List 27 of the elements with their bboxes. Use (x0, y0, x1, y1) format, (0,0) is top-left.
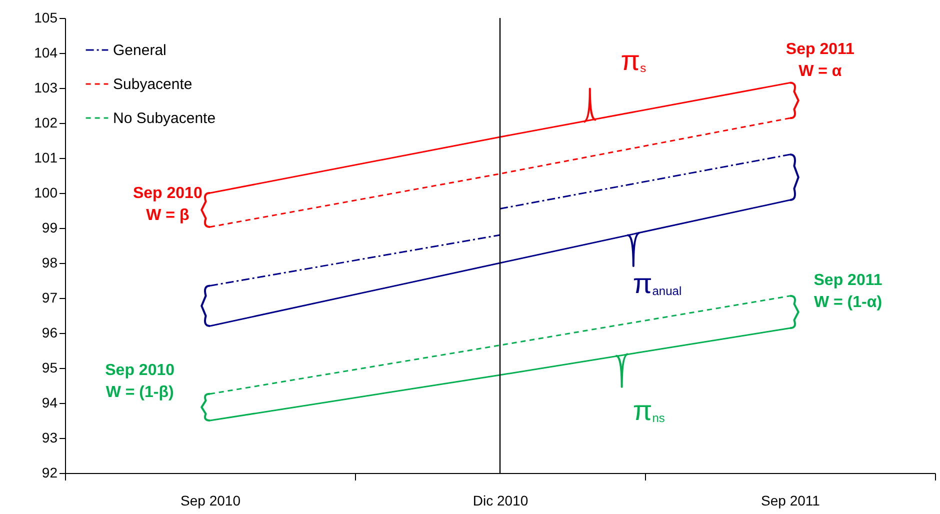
annotation: πanual (632, 268, 682, 300)
y-tick-label: 99 (42, 220, 58, 236)
annotation: Sep 2011 W = α (786, 40, 855, 80)
y-tick-label: 100 (34, 184, 58, 200)
annotation: Sep 2011 W = (1-α) (814, 272, 882, 312)
y-tick-label: 102 (34, 114, 58, 130)
y-tick-label: 92 (42, 464, 58, 480)
x-tick-label: Sep 2011 (761, 492, 820, 508)
annotation: Sep 2010 W = (1-β) (105, 362, 175, 402)
y-tick-label: 105 (34, 10, 58, 26)
legend-label: Subyacente (113, 76, 192, 93)
y-tick-label: 97 (42, 290, 58, 306)
legend-label: General (113, 42, 166, 59)
x-tick-label: Dic 2010 (472, 492, 528, 508)
y-tick-label: 98 (42, 254, 58, 270)
x-tick-label: Sep 2010 (180, 492, 241, 508)
annotation: πs (620, 45, 646, 76)
y-tick-label: 93 (42, 430, 58, 446)
annotation: πns (632, 395, 665, 426)
y-tick-label: 96 (42, 324, 58, 340)
y-tick-label: 95 (42, 360, 58, 376)
y-tick-label: 94 (42, 394, 58, 410)
annotation: Sep 2010 W = β (132, 185, 202, 224)
legend-label: No Subyacente (113, 110, 216, 127)
y-tick-label: 103 (34, 80, 58, 96)
y-tick-label: 104 (34, 44, 58, 60)
y-tick-label: 101 (34, 150, 58, 166)
